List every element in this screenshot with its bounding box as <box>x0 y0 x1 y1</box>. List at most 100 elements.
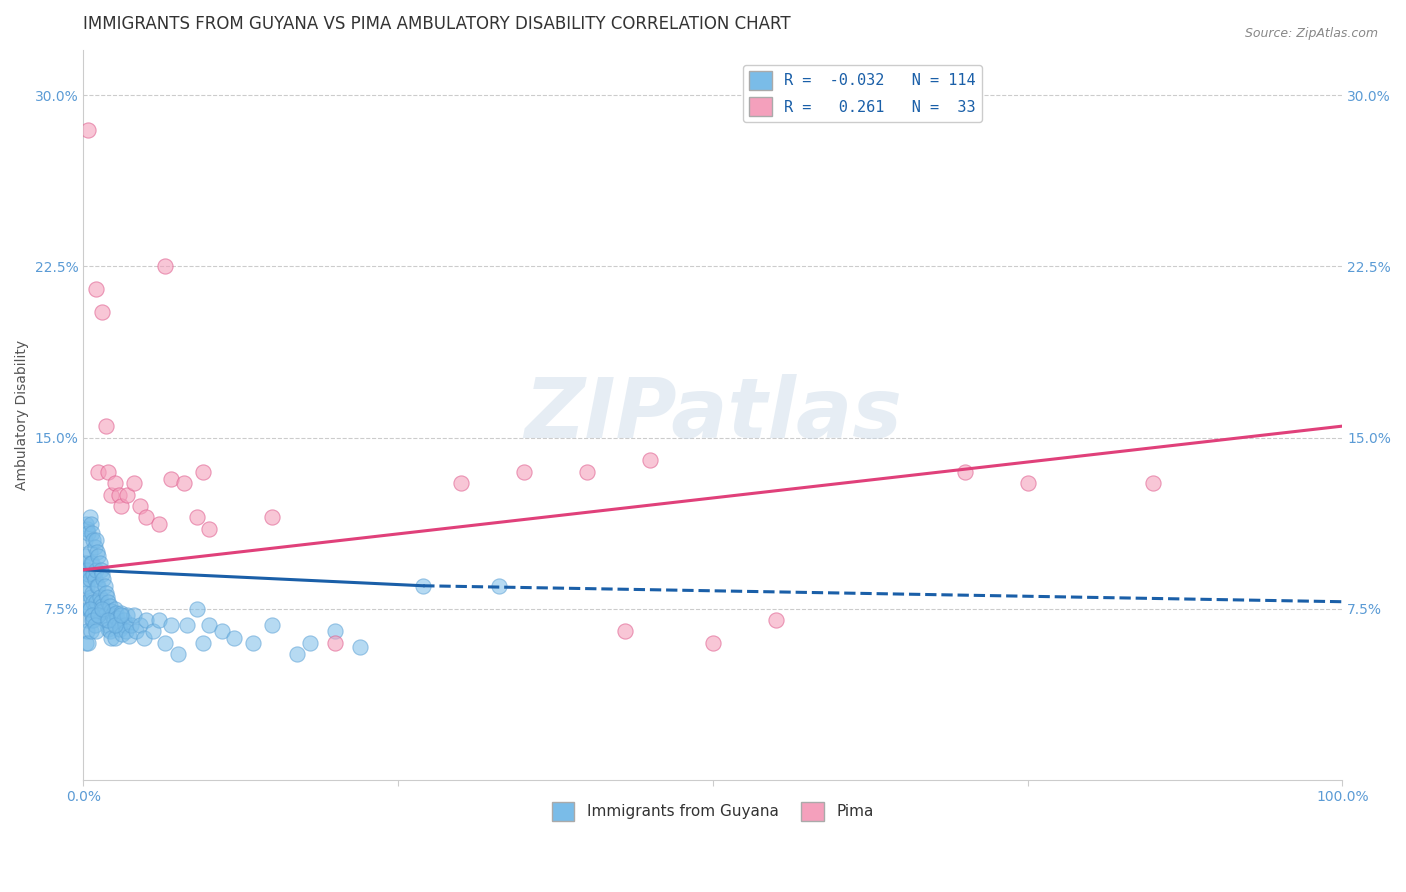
Point <box>148 517 170 532</box>
Point <box>80 590 103 604</box>
Point <box>103 613 125 627</box>
Point <box>87 608 110 623</box>
Point <box>104 476 127 491</box>
Point <box>83 601 105 615</box>
Point <box>75 517 97 532</box>
Point <box>87 579 110 593</box>
Point <box>575 465 598 479</box>
Point <box>73 533 96 548</box>
Point <box>79 601 101 615</box>
Point <box>94 613 117 627</box>
Point <box>77 526 100 541</box>
Point <box>117 487 139 501</box>
Point <box>176 617 198 632</box>
Point <box>89 556 111 570</box>
Point <box>76 613 98 627</box>
Point <box>1017 476 1039 491</box>
Point <box>76 624 98 639</box>
Point <box>110 499 132 513</box>
Point <box>82 608 104 623</box>
Point <box>77 636 100 650</box>
Point <box>122 476 145 491</box>
Point <box>90 563 112 577</box>
Point <box>93 572 115 586</box>
Point <box>91 305 114 319</box>
Point <box>98 624 121 639</box>
Point <box>198 522 221 536</box>
Y-axis label: Ambulatory Disability: Ambulatory Disability <box>15 340 30 490</box>
Point <box>76 579 98 593</box>
Point <box>79 572 101 586</box>
Point <box>105 606 128 620</box>
Point <box>87 608 110 623</box>
Point <box>191 636 214 650</box>
Point <box>135 613 157 627</box>
Point <box>80 517 103 532</box>
Point <box>91 567 114 582</box>
Point <box>148 613 170 627</box>
Point <box>100 631 122 645</box>
Point <box>82 595 104 609</box>
Point <box>73 549 96 563</box>
Point <box>117 608 139 623</box>
Point <box>86 579 108 593</box>
Legend: Immigrants from Guyana, Pima: Immigrants from Guyana, Pima <box>546 796 880 827</box>
Point <box>80 624 103 639</box>
Point <box>323 624 346 639</box>
Point <box>97 613 120 627</box>
Point <box>97 465 120 479</box>
Point <box>173 476 195 491</box>
Point <box>77 567 100 582</box>
Point <box>104 601 127 615</box>
Point <box>100 487 122 501</box>
Point <box>87 549 110 563</box>
Point <box>91 601 114 615</box>
Point <box>638 453 661 467</box>
Point <box>76 522 98 536</box>
Point <box>211 624 233 639</box>
Point <box>160 472 183 486</box>
Point <box>298 636 321 650</box>
Point <box>285 647 308 661</box>
Point <box>84 595 107 609</box>
Point <box>93 579 115 593</box>
Point <box>110 606 132 620</box>
Point <box>77 601 100 615</box>
Point <box>82 526 104 541</box>
Point <box>242 636 264 650</box>
Point <box>87 465 110 479</box>
Point <box>75 636 97 650</box>
Point <box>79 544 101 558</box>
Point <box>323 636 346 650</box>
Point <box>104 631 127 645</box>
Point <box>513 465 536 479</box>
Point <box>111 626 134 640</box>
Point <box>98 599 121 614</box>
Point <box>100 604 122 618</box>
Point <box>120 617 142 632</box>
Point <box>129 499 152 513</box>
Point <box>160 617 183 632</box>
Point <box>84 533 107 548</box>
Point <box>613 624 636 639</box>
Point <box>702 636 724 650</box>
Point <box>86 544 108 558</box>
Point <box>765 613 787 627</box>
Point <box>93 608 115 623</box>
Point <box>82 585 104 599</box>
Point <box>112 613 135 627</box>
Point <box>73 563 96 577</box>
Point <box>122 608 145 623</box>
Point <box>135 510 157 524</box>
Point <box>82 533 104 548</box>
Point <box>84 282 107 296</box>
Point <box>89 590 111 604</box>
Point <box>198 617 221 632</box>
Point <box>101 608 124 623</box>
Point <box>91 599 114 614</box>
Point <box>96 590 118 604</box>
Point <box>82 613 104 627</box>
Point <box>153 636 176 650</box>
Point <box>191 465 214 479</box>
Point <box>75 572 97 586</box>
